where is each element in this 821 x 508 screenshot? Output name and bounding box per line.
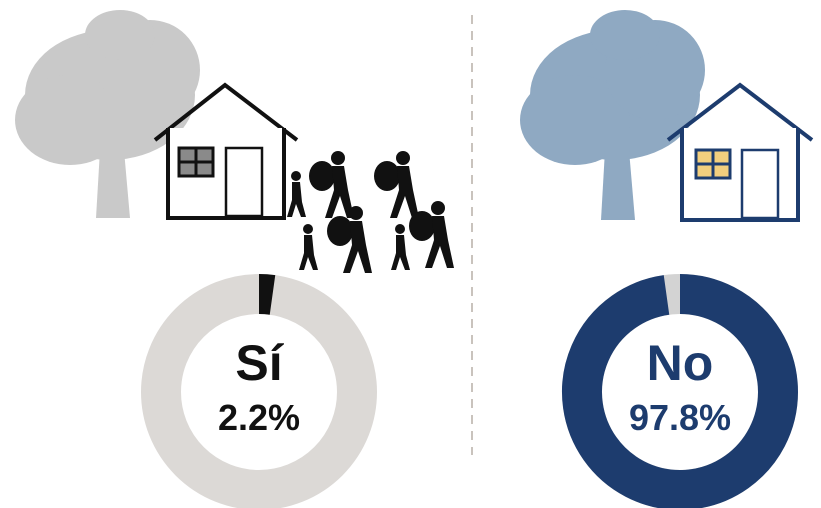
infographic: Sí 2.2% No 97.8% [0,0,821,508]
donut-track [161,294,357,490]
category-label: No [647,335,714,391]
donut-segment [259,294,273,295]
category-label: Sí [235,335,284,391]
tree [520,10,705,220]
donut-segment [582,294,778,490]
value-label: 2.2% [218,397,300,438]
page: {"chart_data": [ {"type": "donut", "cate… [0,0,821,508]
people [287,151,454,273]
value-label: 97.8% [629,397,731,438]
